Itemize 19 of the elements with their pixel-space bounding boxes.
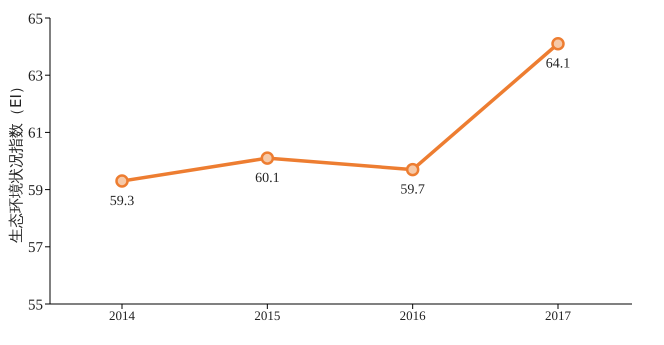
data-label: 60.1: [255, 171, 280, 186]
y-tick-label: 57: [28, 240, 44, 256]
x-tick-label: 2017: [545, 308, 572, 324]
x-tick-label: 2016: [400, 308, 426, 324]
data-label: 59.7: [400, 182, 425, 198]
x-tick-label: 2014: [109, 308, 136, 324]
point: [551, 36, 565, 50]
x-tick-label: 2015: [254, 308, 280, 324]
y-tick-label: 55: [28, 297, 43, 314]
point: [406, 162, 420, 176]
y-tick-label: 61: [28, 126, 43, 142]
point: [260, 151, 274, 165]
y-tick-label: 65: [28, 11, 43, 28]
y-tick-label: 63: [28, 68, 43, 85]
y-tick-label: 59: [28, 182, 43, 199]
y-axis-title: 生态环境状况指数（EI）: [7, 79, 26, 243]
data-label: 59.3: [110, 194, 134, 210]
point: [115, 174, 129, 188]
data-label: 64.1: [546, 56, 570, 72]
